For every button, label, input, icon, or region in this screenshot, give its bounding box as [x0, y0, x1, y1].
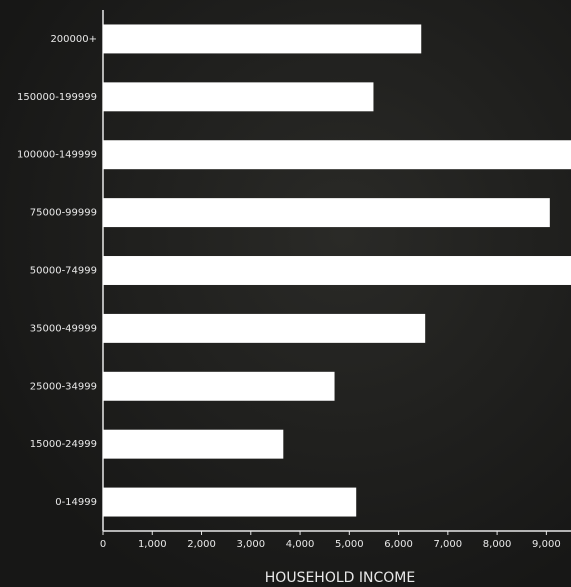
bar	[103, 140, 571, 170]
x-tick-label: 4,000	[286, 539, 315, 550]
x-tick-label: 7,000	[434, 539, 463, 550]
bar	[103, 429, 284, 459]
y-tick-label: 100000-149999	[17, 150, 97, 161]
y-tick-label: 75000-99999	[30, 208, 97, 219]
x-tick-label: 5,000	[335, 539, 364, 550]
x-tick-label: 8,000	[483, 539, 512, 550]
bar	[103, 82, 374, 112]
bar	[103, 256, 571, 285]
y-tick-label: 15000-24999	[30, 439, 97, 450]
y-tick-label: 25000-34999	[30, 381, 97, 392]
x-tick-label: 3,000	[236, 539, 265, 550]
x-axis-title: HOUSEHOLD INCOME	[265, 570, 415, 586]
bar	[103, 313, 426, 343]
bar	[103, 371, 335, 401]
y-tick-label: 50000-74999	[30, 266, 97, 277]
x-tick-label: 1,000	[138, 539, 167, 550]
x-tick-label: 2,000	[187, 539, 216, 550]
x-tick-label: 0	[100, 539, 106, 550]
bar	[103, 198, 550, 228]
y-tick-label: 150000-199999	[17, 92, 97, 103]
x-tick-label: 6,000	[384, 539, 413, 550]
bar	[103, 487, 357, 517]
bar	[103, 24, 422, 54]
x-tick-label: 9,000	[532, 539, 561, 550]
y-tick-label: 200000+	[50, 34, 97, 45]
y-tick-label: 35000-49999	[30, 323, 97, 334]
y-tick-label: 0-14999	[55, 497, 97, 508]
